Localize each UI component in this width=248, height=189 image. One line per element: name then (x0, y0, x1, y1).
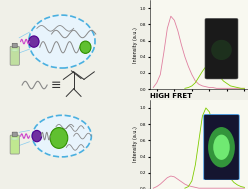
FancyBboxPatch shape (10, 46, 19, 65)
FancyBboxPatch shape (12, 132, 17, 136)
FancyBboxPatch shape (10, 135, 19, 154)
Ellipse shape (29, 15, 95, 68)
Ellipse shape (32, 115, 91, 157)
Text: ≡: ≡ (51, 79, 61, 91)
Y-axis label: Intensity (a.u.): Intensity (a.u.) (133, 126, 138, 162)
Ellipse shape (11, 49, 18, 51)
Ellipse shape (11, 138, 18, 140)
FancyBboxPatch shape (12, 43, 17, 48)
Ellipse shape (50, 128, 68, 148)
Ellipse shape (80, 41, 91, 53)
Ellipse shape (32, 130, 42, 142)
Ellipse shape (29, 36, 39, 47)
Y-axis label: Intensity (a.u.): Intensity (a.u.) (133, 27, 138, 63)
Text: HIGH FRET: HIGH FRET (150, 93, 192, 99)
